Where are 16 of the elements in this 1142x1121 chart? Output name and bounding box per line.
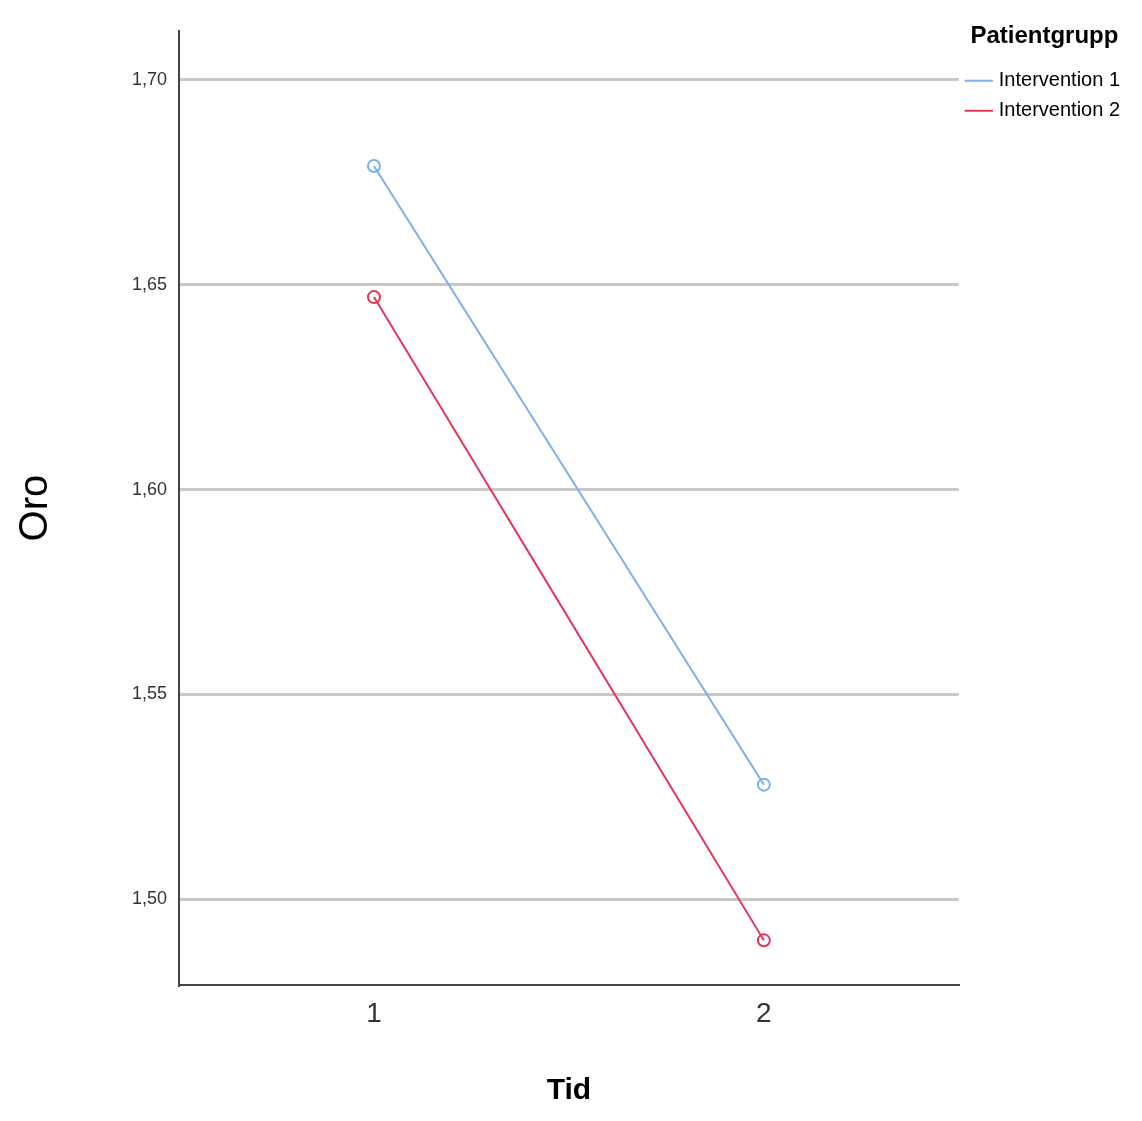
legend-label: Intervention 1 [998,68,1121,91]
x-axis-title: Tid [546,1072,592,1106]
legend-label: Intervention 2 [998,98,1121,121]
y-tick-label: 1,65 [131,273,168,294]
y-tick-label: 1,60 [131,478,168,499]
y-tick-label: 1,50 [131,888,168,909]
x-tick-label: 2 [756,996,772,1028]
point [366,290,381,305]
x-tick-label: 1 [366,996,382,1028]
point [756,933,771,948]
point [756,777,771,792]
legend-title: Patientgrupp [970,20,1119,48]
y-tick-label: 1,55 [131,683,168,704]
y-axis-title: Oro [11,474,56,542]
point [366,159,381,173]
y-tick-label: 1,70 [131,68,168,89]
